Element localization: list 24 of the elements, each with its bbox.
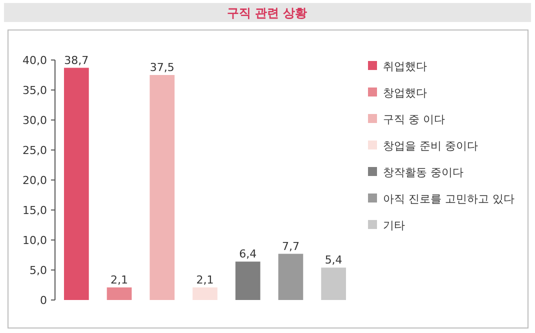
legend-label: 창업했다 [383, 86, 427, 100]
y-tick-label: 5,0 [30, 264, 47, 277]
legend-label: 창업을 준비 중이다 [383, 140, 478, 152]
y-tick-label: 25,0 [22, 144, 47, 157]
data-label: 5,4 [324, 254, 342, 267]
y-tick-label: 35,0 [22, 84, 47, 97]
chart-title: 구직 관련 상황 [226, 6, 308, 20]
legend-label: 아직 진로를 고민하고 있다 [383, 192, 514, 206]
data-label: 6,4 [239, 248, 257, 261]
y-tick-label: 30,0 [22, 114, 47, 127]
y-tick-label: 20,0 [22, 174, 47, 187]
y-tick-label: 10,0 [22, 234, 47, 247]
legend-label: 기타 [383, 219, 405, 232]
data-label: 2,1 [110, 273, 128, 286]
legend-label: 구직 중 이다 [383, 113, 445, 126]
y-tick-label: 15,0 [22, 204, 47, 217]
y-tick-label: 40,0 [22, 54, 47, 67]
legend-label: 취업했다 [383, 60, 427, 73]
y-tick-label: 0 [40, 294, 47, 307]
data-label: 2,1 [196, 273, 214, 286]
data-label: 37,5 [150, 61, 174, 74]
data-label: 7,7 [282, 240, 300, 253]
data-label: 38,7 [64, 54, 89, 67]
legend-label: 창작활동 중이다 [383, 166, 464, 179]
